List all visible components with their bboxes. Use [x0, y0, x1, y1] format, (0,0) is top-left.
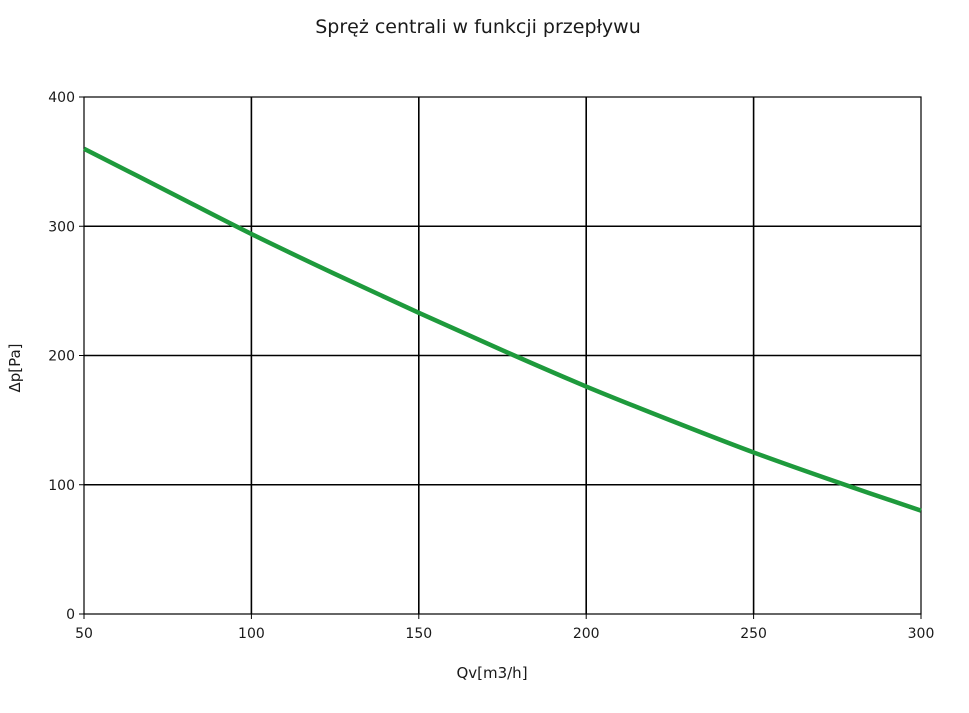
y-axis-label: Δp[Pa]	[6, 343, 24, 392]
y-tick-label: 100	[48, 478, 75, 494]
x-tick-label: 300	[908, 626, 935, 642]
chart-title: Spręż centrali w funkcji przepływu	[315, 16, 641, 38]
grid	[84, 97, 921, 614]
x-tick-label: 250	[740, 626, 767, 642]
series-layer	[82, 146, 922, 513]
x-tick-label: 100	[238, 626, 265, 642]
y-tick-label: 300	[48, 219, 75, 235]
axis-ticks: 50 100 150 200 250 300 0 100 200 300 400	[48, 90, 934, 642]
x-tick-label: 150	[405, 626, 432, 642]
y-tick-label: 400	[48, 90, 75, 106]
y-tick-label: 0	[66, 607, 75, 623]
x-tick-label: 200	[573, 626, 600, 642]
x-axis-label: Qv[m3/h]	[456, 664, 527, 682]
x-tick-label: 50	[75, 626, 93, 642]
series-line	[82, 146, 922, 513]
y-tick-label: 200	[48, 349, 75, 365]
